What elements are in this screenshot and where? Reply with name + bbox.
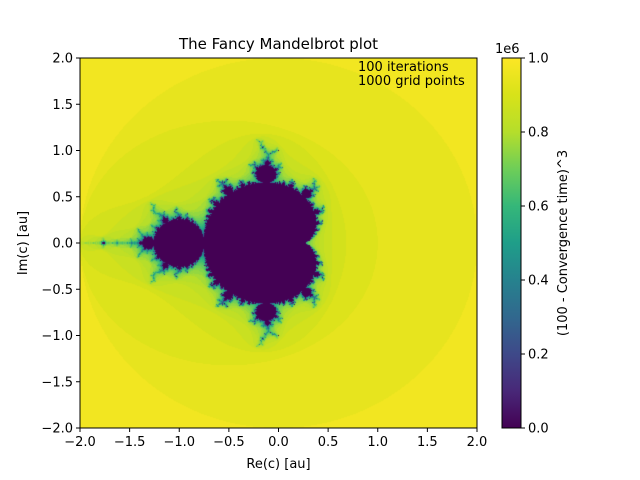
annotation-iterations: 100 iterations — [358, 60, 449, 75]
x-tick-label: 1.0 — [367, 435, 388, 450]
x-tick-label: −2.0 — [64, 435, 96, 450]
x-tick-label: −1.5 — [114, 435, 146, 450]
y-tick-label: 2.0 — [52, 52, 73, 67]
chart-title: The Fancy Mandelbrot plot — [178, 35, 378, 53]
y-tick-label: −1.5 — [41, 375, 73, 390]
x-axis-label: Re(c) [au] — [246, 457, 310, 472]
y-tick-label: −2.0 — [41, 422, 73, 437]
colorbar-tick-label: 0.2 — [528, 348, 549, 363]
x-ticks: −2.0 −1.5 −1.0 −0.5 0.0 0.5 1.0 1.5 2.0 — [64, 428, 487, 450]
colorbar-ticks: 1.0 0.8 0.6 0.4 0.2 0.0 — [521, 52, 549, 437]
y-tick-label: 0.0 — [52, 237, 73, 252]
x-tick-label: −0.5 — [213, 435, 245, 450]
colorbar-label: (100 - Convergence time)^3 — [556, 150, 571, 336]
colorbar-tick-label: 0.4 — [528, 274, 549, 289]
colorbar-tick-label: 0.8 — [528, 126, 549, 141]
x-tick-label: 2.0 — [467, 435, 488, 450]
y-tick-label: 0.5 — [52, 190, 73, 205]
mandelbrot-heatmap — [80, 58, 477, 428]
x-tick-label: 0.5 — [318, 435, 339, 450]
colorbar-tick-label: 0.0 — [528, 422, 549, 437]
y-tick-label: 1.0 — [52, 144, 73, 159]
y-tick-label: −1.0 — [41, 329, 73, 344]
x-tick-label: 1.5 — [417, 435, 438, 450]
y-axis-label: Im(c) [au] — [16, 211, 31, 275]
colorbar-tick-label: 1.0 — [528, 52, 549, 67]
y-tick-label: 1.5 — [52, 98, 73, 113]
y-tick-label: −0.5 — [41, 283, 73, 298]
colorbar-tick-label: 0.6 — [528, 200, 549, 215]
x-tick-label: −1.0 — [163, 435, 195, 450]
colorbar — [501, 57, 522, 429]
y-ticks: 2.0 1.5 1.0 0.5 0.0 −0.5 −1.0 −1.5 −2.0 — [41, 52, 80, 437]
x-tick-label: 0.0 — [268, 435, 289, 450]
annotation-grid-points: 1000 grid points — [358, 74, 465, 89]
colorbar-multiplier: 1e6 — [495, 42, 520, 57]
